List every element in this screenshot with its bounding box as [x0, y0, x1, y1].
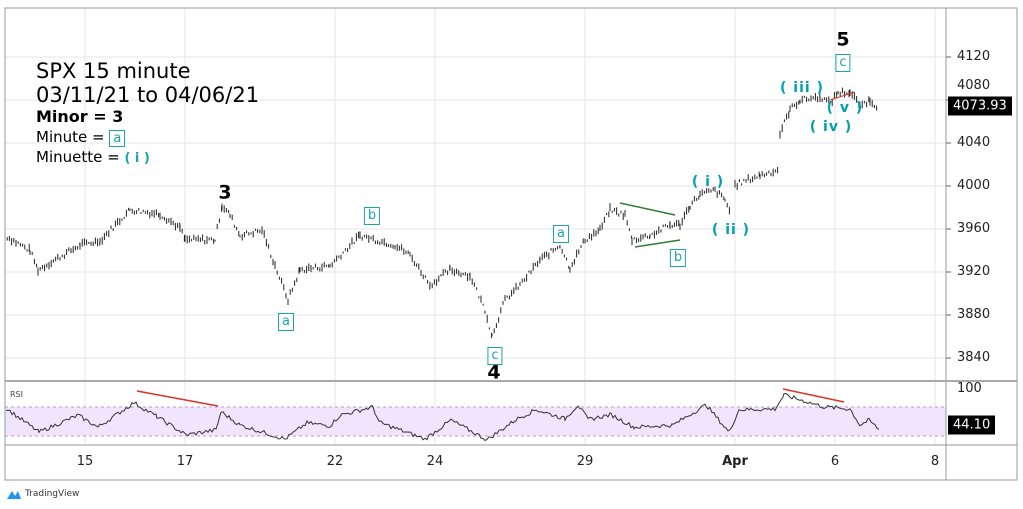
price-tick: 4120	[957, 49, 991, 64]
date-tick: Apr	[722, 454, 748, 469]
date-tick: 22	[326, 454, 344, 469]
price-tick: 4040	[957, 135, 991, 150]
rsi-label: RSI	[10, 390, 23, 399]
date-tick: 24	[426, 454, 444, 469]
wave-box-c: c	[487, 347, 503, 365]
wave-label-i: ( i )	[691, 174, 725, 190]
legend-minor: Minor = 3	[36, 107, 124, 126]
legend-minuette-value: ( i )	[124, 151, 150, 166]
legend-minute-label: Minute =	[36, 128, 105, 146]
rsi-series	[5, 393, 880, 442]
rsi-divergence-line-1	[136, 390, 219, 407]
price-tick: 3880	[957, 307, 991, 322]
wave-label-ii: ( ii )	[711, 222, 751, 238]
wave-box-a: a	[278, 313, 294, 331]
date-tick: 8	[930, 454, 940, 469]
wave-box-c: c	[835, 54, 851, 72]
date-tick: 15	[76, 454, 94, 469]
date-tick: 29	[576, 454, 594, 469]
date-range: 03/11/21 to 04/06/21	[36, 83, 260, 107]
wave-box-b: b	[363, 207, 381, 225]
price-series	[4, 87, 878, 339]
price-tick: 4080	[957, 78, 991, 93]
legend-minute-box: a	[109, 130, 126, 147]
tradingview-logo[interactable]: TradingView	[6, 488, 79, 500]
chart-title: SPX 15 minute	[36, 59, 191, 83]
wave-box-b: b	[669, 249, 687, 267]
wave-box-a: a	[553, 225, 569, 243]
wave-label-3: 3	[218, 181, 232, 204]
rsi-last-badge: 44.10	[948, 415, 996, 435]
wave-label-v: ( v )	[826, 100, 864, 116]
wave-label-4: 4	[487, 361, 501, 384]
legend-minuette-label: Minuette =	[36, 148, 120, 166]
tradingview-icon	[7, 491, 21, 499]
grid	[5, 8, 946, 445]
triangle-upper-line	[619, 202, 676, 216]
date-tick: 6	[830, 454, 840, 469]
legend-minute: Minute = a	[36, 128, 126, 147]
rsi-tick-100: 100	[957, 381, 982, 396]
triangle-lower-line	[634, 239, 681, 248]
legend-minuette: Minuette = ( i )	[36, 149, 150, 167]
axis-ticks	[946, 56, 951, 359]
price-tick: 4000	[957, 178, 991, 193]
chart-frame	[4, 7, 1018, 481]
price-divergence-line	[829, 91, 856, 101]
price-tick: 3840	[957, 350, 991, 365]
price-tick: 3920	[957, 264, 991, 279]
wave-label-iii: ( iii )	[780, 80, 824, 96]
rsi-divergence-line-2	[782, 388, 845, 403]
date-tick: 17	[176, 454, 194, 469]
last-price-badge: 4073.93	[948, 96, 1012, 116]
brand-name: TradingView	[25, 489, 80, 499]
wave-label-5: 5	[836, 28, 850, 51]
wave-label-iv: ( iv )	[809, 119, 853, 135]
rsi-band	[5, 407, 946, 436]
price-tick: 3960	[957, 221, 991, 236]
